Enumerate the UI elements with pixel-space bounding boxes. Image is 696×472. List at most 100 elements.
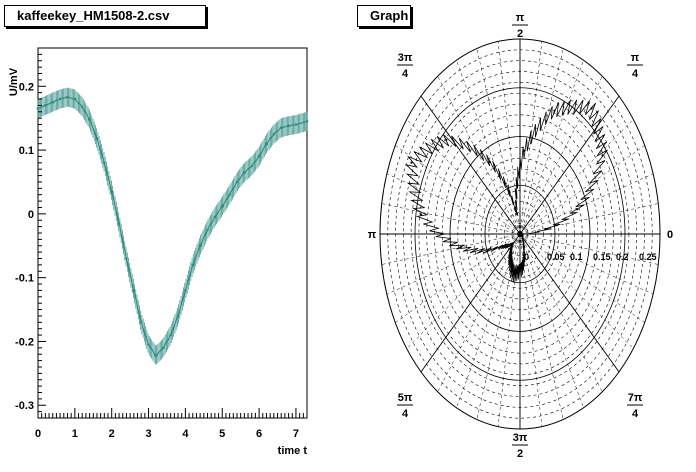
y-tick-label: 0.2 xyxy=(19,81,34,93)
polar-major-spoke xyxy=(519,233,620,373)
polar-data-point xyxy=(576,208,579,211)
radial-tick-label: 0.05 xyxy=(547,252,565,262)
data-point xyxy=(110,190,113,193)
polar-data-point xyxy=(521,267,524,270)
polar-minor-spoke xyxy=(519,233,584,408)
polar-minor-spoke xyxy=(519,48,564,235)
polar-minor-spoke xyxy=(519,145,645,235)
data-point xyxy=(132,289,136,292)
data-point xyxy=(154,354,158,357)
x-axis-label: time t xyxy=(278,445,308,457)
polar-minor-spoke xyxy=(519,119,634,235)
polar-minor-spoke xyxy=(519,233,645,323)
angle-symbol: π xyxy=(634,392,643,404)
polar-minor-spoke xyxy=(386,173,521,235)
data-point xyxy=(88,118,91,121)
x-tick-label: 5 xyxy=(219,428,225,440)
polar-angle-label: π xyxy=(368,229,377,241)
polar-data-point xyxy=(500,245,504,248)
data-point xyxy=(125,257,128,260)
y-tick-label: 0 xyxy=(28,209,34,221)
data-point xyxy=(161,346,165,350)
polar-data-point xyxy=(410,161,413,164)
angle-symbol: π xyxy=(404,392,413,404)
y-axis-label: U/mV xyxy=(8,67,20,96)
angle-numerator: 7 xyxy=(628,392,634,404)
polar-minor-spoke xyxy=(519,233,634,349)
y-tick-label: -0.2 xyxy=(15,336,34,348)
angle-denominator: 4 xyxy=(632,68,639,80)
polar-major-spoke xyxy=(420,95,521,235)
angle-symbol: π xyxy=(631,52,640,64)
polar-minor-spoke xyxy=(519,233,654,295)
left-chart-title: kaffeekey_HM1508-2.csv xyxy=(4,5,206,27)
radial-tick-label: 0.25 xyxy=(639,252,657,262)
data-point xyxy=(44,104,47,107)
polar-data-point xyxy=(553,109,556,112)
angle-denominator: 2 xyxy=(517,448,523,460)
angle-denominator: 4 xyxy=(402,408,409,420)
data-point xyxy=(279,126,283,130)
polar-data-point xyxy=(419,213,423,216)
radial-tick-label: 0 xyxy=(524,252,529,262)
angle-symbol: π xyxy=(519,432,528,444)
polar-angle-label: 7π xyxy=(628,392,643,404)
radial-tick-label: 0.2 xyxy=(616,252,629,262)
polar-minor-spoke xyxy=(406,119,521,235)
x-tick-label: 0 xyxy=(35,428,41,440)
data-point xyxy=(206,228,209,232)
polar-angle-label: 5π xyxy=(398,392,413,404)
x-tick-label: 2 xyxy=(109,428,115,440)
right-chart-title: Graph xyxy=(357,5,411,27)
polar-data-point xyxy=(515,212,518,215)
angle-denominator: 4 xyxy=(632,408,639,420)
data-point xyxy=(265,142,268,145)
data-point xyxy=(147,343,150,346)
polar-minor-spoke xyxy=(395,145,521,235)
polar-data-point xyxy=(521,232,524,236)
data-point xyxy=(294,123,298,126)
x-tick-label: 3 xyxy=(145,428,151,440)
polar-data-point xyxy=(590,107,593,110)
data-point xyxy=(250,164,254,168)
angle-symbol: π xyxy=(516,12,525,24)
y-tick-label: -0.3 xyxy=(15,400,34,412)
polar-minor-spoke xyxy=(519,60,584,235)
data-point xyxy=(176,314,180,318)
polar-data-point xyxy=(512,273,515,276)
data-point xyxy=(228,193,231,197)
polar-data-point xyxy=(509,257,512,260)
radial-tick-label: 0.1 xyxy=(570,252,583,262)
data-point xyxy=(191,263,195,267)
polar-data-point xyxy=(488,160,491,163)
data-point xyxy=(80,105,84,108)
polar-data-point xyxy=(601,154,604,157)
polar-data-point xyxy=(523,149,526,152)
x-tick-label: 6 xyxy=(256,428,262,440)
angle-numerator: 5 xyxy=(398,392,404,404)
polar-data-point xyxy=(459,246,462,249)
polar-major-spoke xyxy=(420,233,521,373)
radial-tick-label: 0.15 xyxy=(593,252,611,262)
data-point xyxy=(66,95,69,99)
polar-major-spoke xyxy=(519,95,620,235)
y-tick-label: 0.1 xyxy=(19,145,34,157)
polar-angle-label: 3π xyxy=(513,432,528,444)
data-point xyxy=(257,155,261,158)
polar-data-point xyxy=(445,138,448,142)
data-point xyxy=(198,244,202,248)
data-point xyxy=(243,171,246,174)
x-tick-label: 1 xyxy=(72,428,78,440)
data-point xyxy=(139,321,143,324)
angle-denominator: 2 xyxy=(517,28,523,40)
polar-angle-label: π xyxy=(631,52,640,64)
polar-angle-label: 3π xyxy=(398,52,413,64)
polar-minor-spoke xyxy=(497,233,521,427)
data-point xyxy=(95,137,99,140)
polar-series-line xyxy=(405,99,608,283)
y-tick-label: -0.1 xyxy=(15,273,34,285)
polar-minor-spoke xyxy=(519,173,654,235)
data-point xyxy=(287,124,290,128)
x-tick-label: 7 xyxy=(293,428,299,440)
